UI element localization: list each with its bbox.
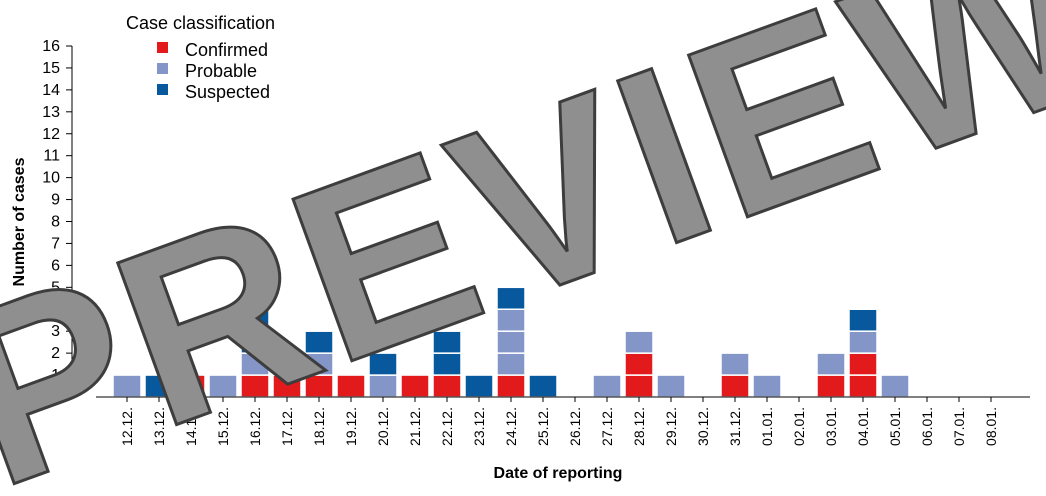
x-tick-label: 03.01. xyxy=(823,407,839,446)
y-tick-label: 6 xyxy=(51,257,60,274)
x-tick-label: 31.12. xyxy=(727,407,743,446)
x-tick-label: 28.12. xyxy=(631,407,647,446)
bar-segment-suspected xyxy=(304,330,334,354)
x-tick-label: 25.12. xyxy=(535,407,551,446)
x-tick-label: 19.12. xyxy=(343,407,359,446)
y-tick-label: 1 xyxy=(51,367,60,384)
x-tick-label: 20.12. xyxy=(375,407,391,446)
y-tick-label: 13 xyxy=(42,104,60,121)
bar-segment-suspected xyxy=(848,308,878,332)
bar-segment-confirmed xyxy=(624,352,654,376)
x-tick-label: 13.12. xyxy=(151,407,167,446)
x-tick-label: 05.01. xyxy=(887,407,903,446)
legend-label-confirmed: Confirmed xyxy=(185,40,268,60)
x-tick-label: 12.12. xyxy=(119,407,135,446)
bar-segment-confirmed xyxy=(624,374,654,398)
bar-segment-suspected xyxy=(368,352,398,376)
legend-swatch-probable xyxy=(157,63,168,74)
bar-segment-suspected xyxy=(240,308,270,332)
bar-segment-probable xyxy=(816,352,846,376)
y-tick-label: 15 xyxy=(42,60,60,77)
y-tick-label: 0 xyxy=(51,389,60,406)
x-tick-label: 02.01. xyxy=(791,407,807,446)
bars xyxy=(112,286,910,398)
x-axis-title: Date of reporting xyxy=(494,465,623,482)
y-tick-label: 3 xyxy=(51,323,60,340)
bar-segment-suspected xyxy=(464,374,494,398)
legend: Case classification Confirmed Probable S… xyxy=(126,13,275,102)
bar-segment-probable xyxy=(880,374,910,398)
x-tick-label: 26.12. xyxy=(567,407,583,446)
bar-segment-suspected xyxy=(432,330,462,354)
x-tick-label: 06.01. xyxy=(919,407,935,446)
legend-swatch-confirmed xyxy=(157,42,168,53)
bar-segment-probable xyxy=(848,330,878,354)
x-tick-label: 14.12. xyxy=(183,407,199,446)
y-tick-label: 7 xyxy=(51,235,60,252)
bar-segment-probable xyxy=(752,374,782,398)
legend-label-probable: Probable xyxy=(185,61,257,81)
bar-segment-suspected xyxy=(528,374,558,398)
bar-segment-probable xyxy=(656,374,686,398)
x-tick-label: 08.01. xyxy=(983,407,999,446)
bar-segment-suspected xyxy=(272,352,302,376)
y-tick-label: 8 xyxy=(51,214,60,231)
x-tick-label: 18.12. xyxy=(311,407,327,446)
bar-segment-confirmed xyxy=(848,352,878,376)
y-tick-label: 11 xyxy=(43,148,60,165)
legend-title: Case classification xyxy=(126,13,275,33)
y-tick-label: 12 xyxy=(42,126,60,143)
bar-segment-confirmed xyxy=(848,374,878,398)
x-tick-label: 16.12. xyxy=(247,407,263,446)
x-tick-label: 24.12. xyxy=(503,407,519,446)
x-tick-label: 22.12. xyxy=(439,407,455,446)
bar-segment-probable xyxy=(624,330,654,354)
x-tick-label: 04.01. xyxy=(855,407,871,446)
x-tick-label: 07.01. xyxy=(951,407,967,446)
y-tick-label: 16 xyxy=(42,38,60,55)
y-tick-label: 2 xyxy=(51,345,60,362)
bar-segment-confirmed xyxy=(496,374,526,398)
x-tick-label: 15.12. xyxy=(215,407,231,446)
y-axis-title: Number of cases xyxy=(11,157,28,286)
x-tick-label: 23.12. xyxy=(471,407,487,446)
y-tick-label: 14 xyxy=(42,82,60,99)
bar-segment-confirmed xyxy=(816,374,846,398)
y-tick-label: 5 xyxy=(51,279,60,296)
bar-segment-confirmed xyxy=(720,374,750,398)
y-tick-label: 4 xyxy=(51,301,60,318)
x-tick-label: 30.12. xyxy=(695,407,711,446)
x-tick-label: 17.12. xyxy=(279,407,295,446)
x-tick-label: 01.01. xyxy=(759,407,775,446)
y-tick-label: 10 xyxy=(42,170,60,187)
bar-segment-probable xyxy=(720,352,750,376)
bar-segment-probable xyxy=(592,374,622,398)
x-tick-label: 29.12. xyxy=(663,407,679,446)
legend-swatch-suspected xyxy=(157,84,168,95)
bar-segment-suspected xyxy=(496,286,526,310)
legend-label-suspected: Suspected xyxy=(185,82,270,102)
y-tick-label: 9 xyxy=(51,192,60,209)
x-tick-label: 21.12. xyxy=(407,407,423,446)
x-tick-label: 27.12. xyxy=(599,407,615,446)
